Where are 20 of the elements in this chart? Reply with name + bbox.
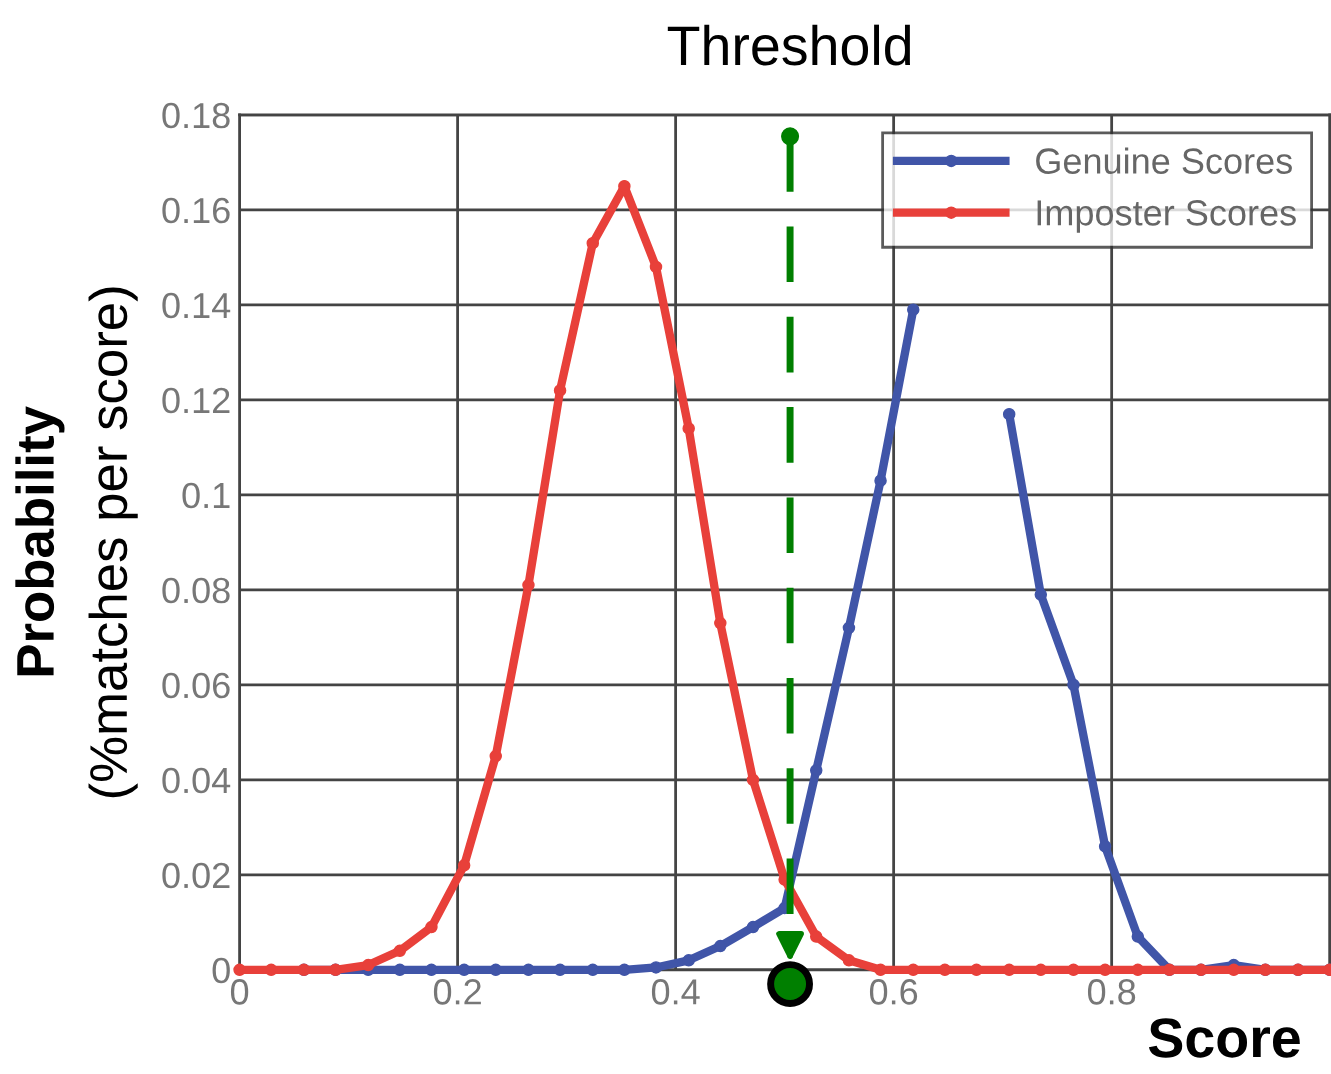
y-tick-label: 0.08 [162, 577, 230, 604]
y-tick-label: 0.02 [162, 862, 230, 889]
y-tick-label: 0.12 [162, 387, 230, 414]
x-tick-label: 0.6 [869, 979, 918, 1005]
x-axis-title: Score [1148, 1018, 1300, 1058]
y-tick-label: 0.06 [162, 672, 230, 699]
ref-line-label: Threshold [667, 24, 911, 66]
x-tick-label: 0 [230, 979, 249, 1005]
y-tick-label: 0 [212, 957, 230, 984]
y-tick-label: 0.04 [162, 767, 231, 794]
x-tick-label: 0.4 [651, 979, 700, 1005]
y-tick-label: 0.16 [162, 197, 230, 224]
y-tick-label: 0.18 [162, 102, 230, 129]
legend-label: Imposter Scores [1037, 200, 1296, 233]
y-tick-label: 0.1 [182, 482, 230, 509]
x-tick-label: 0.8 [1087, 979, 1136, 1005]
y-tick-label: 0.14 [162, 292, 231, 319]
y-axis-title: Probability (%matches per score) [15, 287, 138, 798]
x-tick-label: 0.2 [433, 979, 481, 1005]
legend-label: Genuine Scores [1036, 147, 1292, 174]
